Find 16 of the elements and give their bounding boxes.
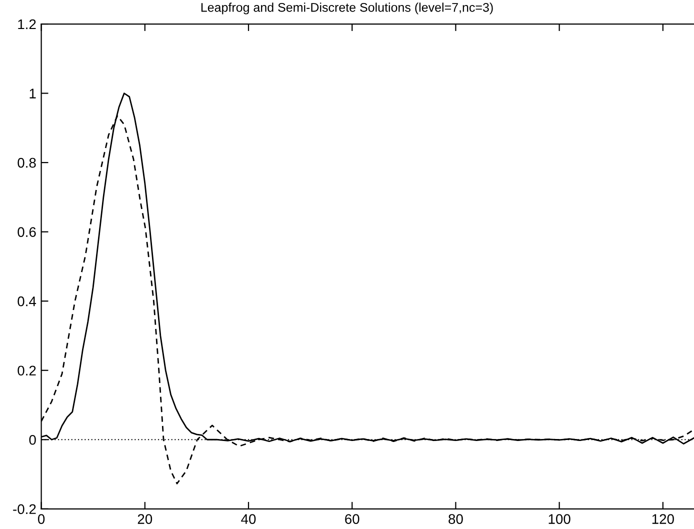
- y-tick-label: 1.2: [18, 19, 36, 30]
- y-tick-label: 0.8: [18, 158, 36, 168]
- y-tick-label: 0: [29, 434, 36, 445]
- x-tick-label: 100: [548, 514, 570, 524]
- chart-title: Leapfrog and Semi-Discrete Solutions (level=7,nc=3): [201, 2, 493, 14]
- x-tick-label: 0: [38, 514, 45, 524]
- x-tick-label: 60: [345, 514, 360, 524]
- x-tick-label: 20: [138, 514, 152, 524]
- x-tick-label: 40: [241, 514, 256, 524]
- y-tick-label: 1: [30, 88, 36, 98]
- y-tick-label: 0.2: [18, 366, 36, 376]
- x-tick-label: 80: [448, 514, 463, 524]
- y-tick-label: -0.2: [13, 504, 36, 514]
- x-tick-label: 120: [652, 514, 674, 524]
- y-tick-label: 0.6: [18, 227, 36, 237]
- y-tick-label: 0.4: [18, 296, 36, 306]
